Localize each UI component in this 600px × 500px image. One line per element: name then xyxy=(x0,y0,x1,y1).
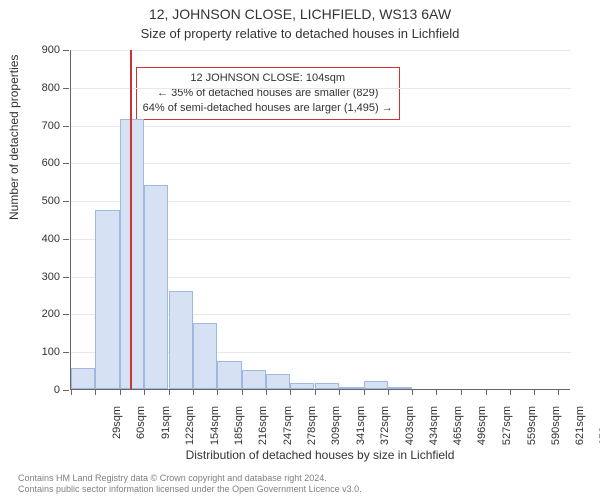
x-tick-label: 154sqm xyxy=(209,406,221,456)
x-tick xyxy=(534,389,535,395)
x-tick xyxy=(558,389,559,395)
x-tick xyxy=(461,389,462,395)
x-tick xyxy=(436,389,437,395)
histogram-bar xyxy=(315,383,339,389)
marker-annotation: 12 JOHNSON CLOSE: 104sqm ← 35% of detach… xyxy=(136,67,400,120)
x-tick xyxy=(510,389,511,395)
x-tick-label: 341sqm xyxy=(355,406,367,456)
y-tick xyxy=(63,314,69,315)
x-tick xyxy=(339,389,340,395)
y-tick-label: 400 xyxy=(20,233,60,245)
y-tick-label: 600 xyxy=(20,157,60,169)
x-tick xyxy=(71,389,72,395)
histogram-bar xyxy=(388,387,412,389)
histogram-bar xyxy=(193,323,217,389)
x-tick-label: 247sqm xyxy=(282,406,294,456)
x-tick-label: 465sqm xyxy=(452,406,464,456)
x-tick xyxy=(242,389,243,395)
y-tick-label: 200 xyxy=(20,308,60,320)
x-tick-label: 185sqm xyxy=(233,406,245,456)
y-tick xyxy=(63,163,69,164)
histogram-bar xyxy=(169,291,193,389)
x-tick xyxy=(486,389,487,395)
x-tick xyxy=(169,389,170,395)
x-tick-label: 278sqm xyxy=(306,406,318,456)
x-tick xyxy=(412,389,413,395)
x-tick-label: 527sqm xyxy=(501,406,513,456)
y-tick xyxy=(63,277,69,278)
footer-line-1: Contains HM Land Registry data © Crown c… xyxy=(18,473,362,484)
gridline xyxy=(71,126,571,127)
histogram-bar xyxy=(71,368,95,389)
gridline xyxy=(71,88,571,89)
y-tick-label: 900 xyxy=(20,44,60,56)
x-tick-label: 122sqm xyxy=(184,406,196,456)
histogram-bar xyxy=(266,374,290,389)
annotation-line-1: 12 JOHNSON CLOSE: 104sqm xyxy=(143,71,393,86)
histogram-bar xyxy=(242,370,266,389)
y-tick xyxy=(63,126,69,127)
histogram-bar xyxy=(364,381,388,389)
y-tick xyxy=(63,50,69,51)
x-tick xyxy=(144,389,145,395)
x-tick xyxy=(388,389,389,395)
x-tick-label: 403sqm xyxy=(404,406,416,456)
footer-attribution: Contains HM Land Registry data © Crown c… xyxy=(18,473,362,496)
plot-area: 12 JOHNSON CLOSE: 104sqm ← 35% of detach… xyxy=(70,50,570,390)
gridline xyxy=(71,50,571,51)
gridline xyxy=(71,163,571,164)
x-tick-label: 372sqm xyxy=(379,406,391,456)
x-tick-label: 309sqm xyxy=(330,406,342,456)
y-tick-label: 100 xyxy=(20,346,60,358)
histogram-bar xyxy=(339,387,363,389)
x-tick xyxy=(266,389,267,395)
histogram-bar xyxy=(290,383,314,389)
title-description: Size of property relative to detached ho… xyxy=(0,26,600,41)
x-tick-label: 496sqm xyxy=(476,406,488,456)
histogram-bar xyxy=(95,210,119,389)
x-tick-label: 216sqm xyxy=(257,406,269,456)
histogram-bar xyxy=(144,185,168,389)
x-tick xyxy=(95,389,96,395)
property-marker-line xyxy=(130,50,132,389)
y-tick-label: 300 xyxy=(20,271,60,283)
x-tick xyxy=(120,389,121,395)
y-tick xyxy=(63,352,69,353)
title-address: 12, JOHNSON CLOSE, LICHFIELD, WS13 6AW xyxy=(0,6,600,22)
annotation-line-3: 64% of semi-detached houses are larger (… xyxy=(143,101,393,116)
y-tick-label: 500 xyxy=(20,195,60,207)
x-tick xyxy=(364,389,365,395)
footer-line-2: Contains public sector information licen… xyxy=(18,484,362,495)
x-tick xyxy=(315,389,316,395)
x-tick-label: 29sqm xyxy=(111,406,123,456)
x-tick xyxy=(193,389,194,395)
y-tick-label: 800 xyxy=(20,82,60,94)
y-tick xyxy=(63,88,69,89)
x-tick-label: 559sqm xyxy=(526,406,538,456)
x-tick xyxy=(290,389,291,395)
x-tick-label: 434sqm xyxy=(428,406,440,456)
x-tick xyxy=(217,389,218,395)
x-tick-label: 91sqm xyxy=(160,406,172,456)
histogram-bar xyxy=(217,361,241,389)
y-tick xyxy=(63,239,69,240)
y-tick-label: 700 xyxy=(20,120,60,132)
chart-container: 12, JOHNSON CLOSE, LICHFIELD, WS13 6AW S… xyxy=(0,0,600,500)
y-tick xyxy=(63,390,69,391)
y-tick-label: 0 xyxy=(20,384,60,396)
y-axis-label: Number of detached properties xyxy=(7,55,21,220)
x-tick-label: 621sqm xyxy=(574,406,586,456)
y-tick xyxy=(63,201,69,202)
x-tick-label: 60sqm xyxy=(135,406,147,456)
x-tick-label: 590sqm xyxy=(550,406,562,456)
